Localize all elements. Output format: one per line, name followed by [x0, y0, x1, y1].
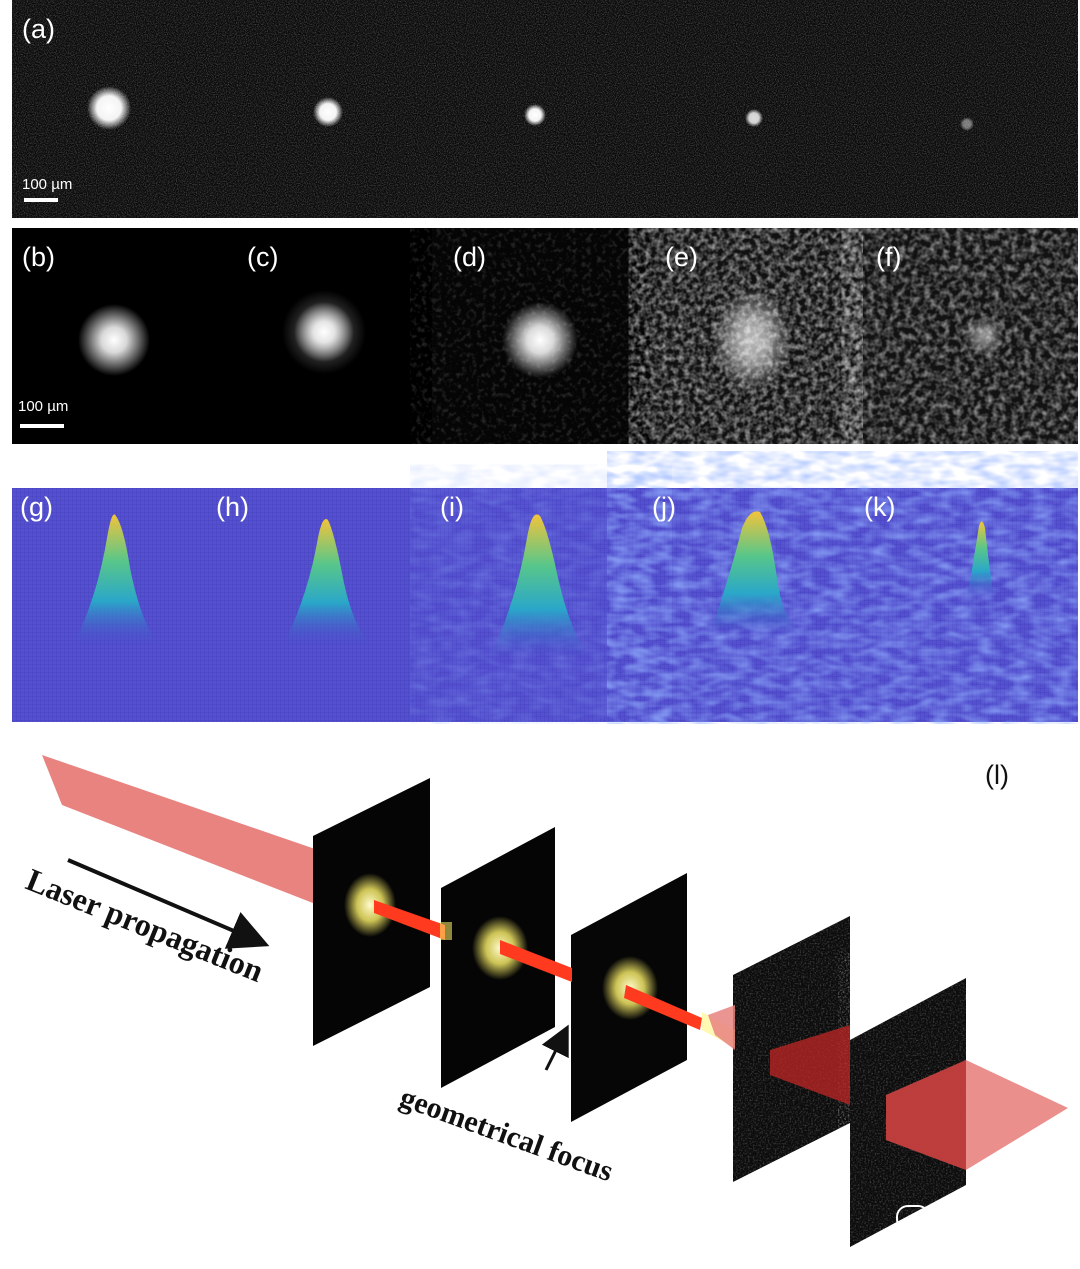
panel-a: (a) 100 µm [12, 0, 1078, 218]
panel-b-scale-label: 100 µm [18, 398, 69, 415]
core-beam-1 [374, 900, 445, 940]
panel-c-label: (c) [247, 242, 279, 272]
panels-g-to-k: (g) (h) (i) (j) (k) [12, 448, 1078, 724]
propagation-label: Laser propagation [21, 861, 268, 989]
panel-d-label: (d) [453, 242, 486, 272]
panel-b-label: (b) [22, 242, 55, 272]
panel-a-scale-label: 100 µm [22, 176, 73, 193]
propagation-arrow [67, 858, 270, 949]
panel-l: Laser propagation geometrical focus (l) … [0, 730, 1080, 1264]
panel-b-scale-bar [20, 424, 64, 428]
panel-a-label: (a) [22, 14, 55, 44]
panel-l-label: (l) [985, 760, 1009, 790]
focal-spot-3 [524, 104, 546, 126]
spot-f [964, 316, 1004, 356]
surface-plots [12, 476, 1078, 722]
panel-e-label: (e) [665, 242, 698, 272]
diverging-beam-2 [770, 1025, 850, 1105]
panel-j-label: (j) [652, 492, 676, 522]
chat-bubble-icon [896, 1205, 930, 1231]
panel-h-label: (h) [216, 492, 249, 522]
core-beam-3 [624, 985, 702, 1030]
focal-spot-2 [313, 97, 343, 127]
focal-spot-1 [87, 86, 131, 130]
panel-a-image [12, 0, 1078, 218]
diverging-beam-1 [708, 1005, 735, 1050]
panel-i-label: (i) [440, 492, 464, 522]
panel-g-label: (g) [20, 492, 53, 522]
propagation-diagram: Laser propagation geometrical focus [21, 755, 1068, 1247]
surface-peak-h [282, 518, 374, 648]
surface-peak-k [967, 521, 994, 598]
panel-a-scale-bar [24, 198, 58, 202]
core-beam-2 [500, 940, 572, 982]
spot-e [712, 288, 792, 392]
surface-peak-g [72, 514, 162, 648]
panel-f-label: (f) [876, 242, 902, 272]
focal-spot-5 [960, 117, 974, 131]
watermark: 光行天下 [896, 1202, 1024, 1234]
watermark-text: 光行天下 [936, 1208, 1025, 1233]
incoming-beam [42, 755, 318, 905]
spot-d [502, 302, 578, 378]
surface-peak-j [712, 511, 802, 638]
panel-k-label: (k) [864, 492, 896, 522]
spot-b [78, 304, 150, 376]
panels-b-to-f-image [12, 228, 1078, 444]
surface-peak-i [490, 514, 592, 660]
panels-b-to-f: (b) (c) (d) (e) (f) 100 µm [12, 228, 1078, 444]
focal-spot-4 [745, 109, 763, 127]
focus-arrow [541, 1024, 569, 1071]
